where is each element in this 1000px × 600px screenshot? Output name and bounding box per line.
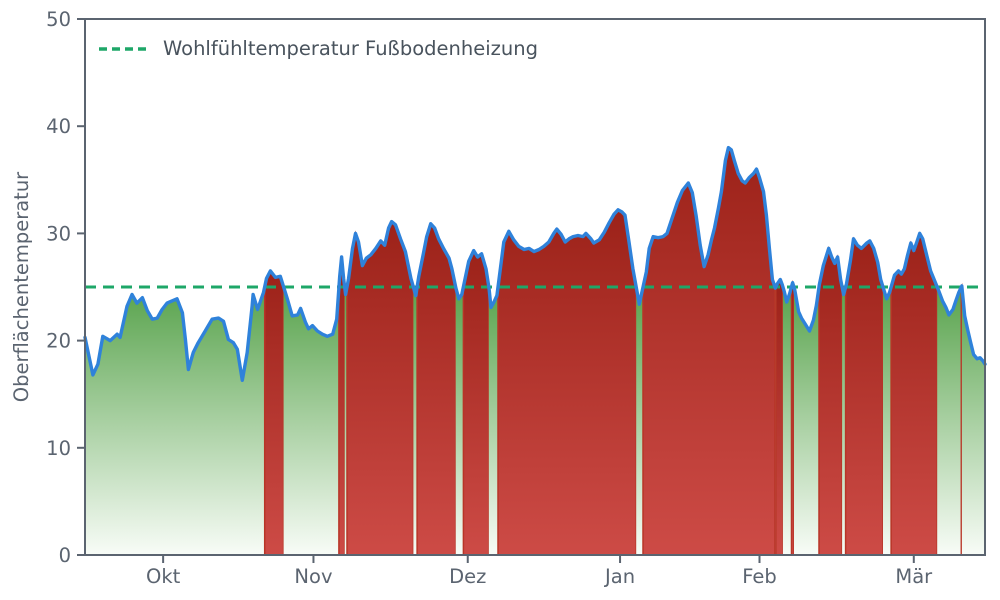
area-below-threshold <box>455 287 464 555</box>
x-tick-label: Mär <box>895 565 933 588</box>
area-above-threshold <box>497 208 637 556</box>
y-tick-label: 20 <box>46 330 71 353</box>
area-below-threshold <box>636 287 643 555</box>
dashed-line-swatch <box>99 46 147 51</box>
area-below-threshold <box>488 287 498 555</box>
area-below-threshold <box>782 287 792 555</box>
y-tick-label: 50 <box>46 8 71 31</box>
area-above-threshold <box>818 246 843 556</box>
plot-border <box>84 18 986 556</box>
y-tick-label: 30 <box>46 222 71 245</box>
area-below-threshold <box>961 287 985 555</box>
area-above-threshold <box>462 249 490 556</box>
area-above-threshold <box>960 283 963 556</box>
x-tick-label: Jan <box>603 565 635 588</box>
area-below-threshold <box>883 287 892 555</box>
area-above-threshold <box>642 146 776 556</box>
area-below-threshold <box>794 287 819 555</box>
area-above-threshold <box>346 220 415 556</box>
y-axis-label: Oberflächentemperatur <box>10 171 33 403</box>
y-tick-label: 0 <box>59 544 71 567</box>
area-above-threshold <box>263 269 285 556</box>
area-above-threshold <box>775 277 784 556</box>
x-tick-label: Nov <box>294 565 332 588</box>
area-below-threshold <box>85 287 265 555</box>
x-tick-label: Okt <box>146 565 181 588</box>
axes: 0 10 20 30 40 50 Okt Nov Dez Jan Feb Mär <box>46 8 986 588</box>
area-above-threshold <box>890 231 938 556</box>
area-above-threshold <box>790 280 795 556</box>
area-below-threshold <box>842 287 846 555</box>
y-tick-label: 10 <box>46 437 71 460</box>
legend: Wohlfühltemperatur Fußbodenheizung <box>98 37 538 60</box>
legend-label: Wohlfühltemperatur Fußbodenheizung <box>163 37 538 60</box>
x-tick-label: Feb <box>742 565 777 588</box>
area-below-threshold <box>283 287 339 555</box>
area-above-threshold <box>338 256 346 556</box>
area-above-threshold <box>416 222 457 556</box>
temperature-line <box>83 145 987 382</box>
x-tick-label: Dez <box>449 565 486 588</box>
surface-temperature-curve <box>83 145 987 382</box>
y-tick-label: 40 <box>46 115 71 138</box>
area-below-threshold <box>937 287 962 555</box>
area-fills <box>85 146 985 556</box>
area-below-threshold <box>413 287 418 555</box>
